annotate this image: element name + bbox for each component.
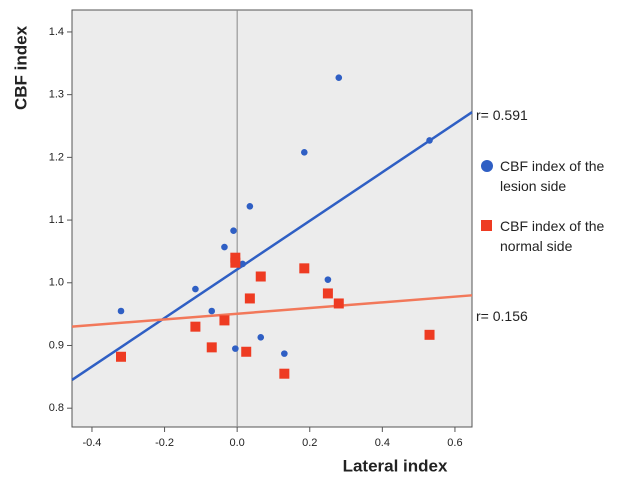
fit-label: r= 0.591 bbox=[476, 107, 528, 123]
point bbox=[426, 137, 433, 144]
y-axis-title: CBF index bbox=[11, 25, 30, 110]
point bbox=[281, 350, 288, 357]
point bbox=[255, 271, 266, 282]
point bbox=[324, 276, 332, 283]
plot-area bbox=[71, 9, 473, 428]
point bbox=[333, 298, 344, 309]
y-tick-label: 0.8 bbox=[49, 402, 64, 414]
point bbox=[246, 202, 254, 210]
point bbox=[244, 293, 255, 304]
point bbox=[335, 74, 343, 82]
y-tick-label: 0.9 bbox=[49, 339, 64, 351]
point bbox=[322, 288, 333, 299]
fit-label: r= 0.156 bbox=[476, 308, 528, 324]
point bbox=[230, 257, 241, 268]
fit-line bbox=[71, 294, 473, 328]
fit-line bbox=[71, 111, 473, 382]
point bbox=[279, 368, 290, 379]
point bbox=[424, 329, 435, 340]
point bbox=[257, 334, 265, 341]
point bbox=[241, 346, 252, 357]
y-tick-label: 1.2 bbox=[49, 151, 64, 163]
legend-label: CBF index of the lesion side bbox=[500, 158, 605, 194]
x-tick-label: 0.2 bbox=[302, 437, 317, 449]
point bbox=[117, 307, 125, 315]
point bbox=[232, 345, 239, 352]
point bbox=[301, 149, 308, 156]
legend-marker bbox=[481, 220, 492, 231]
point bbox=[116, 351, 127, 362]
point bbox=[190, 321, 201, 332]
point bbox=[221, 243, 228, 251]
y-tick-label: 1.0 bbox=[49, 277, 64, 289]
point bbox=[192, 285, 199, 293]
x-tick-label: 0.6 bbox=[447, 437, 462, 449]
point bbox=[206, 342, 217, 353]
point bbox=[299, 263, 310, 274]
point bbox=[239, 260, 246, 268]
y-tick-label: 1.4 bbox=[49, 26, 64, 38]
x-tick-label: 0.4 bbox=[375, 437, 390, 449]
y-tick-label: 1.1 bbox=[49, 214, 64, 226]
legend-label: CBF index of the normal side bbox=[500, 218, 605, 254]
x-tick-label: 0.0 bbox=[230, 437, 245, 449]
point bbox=[230, 227, 237, 235]
x-tick-label: -0.4 bbox=[82, 437, 101, 449]
point bbox=[230, 252, 241, 263]
y-tick-label: 1.3 bbox=[49, 89, 64, 101]
point bbox=[208, 307, 216, 315]
legend-marker bbox=[481, 160, 493, 172]
x-axis-title: Lateral index bbox=[343, 456, 448, 475]
x-tick-label: -0.2 bbox=[155, 437, 174, 449]
point bbox=[219, 315, 230, 326]
